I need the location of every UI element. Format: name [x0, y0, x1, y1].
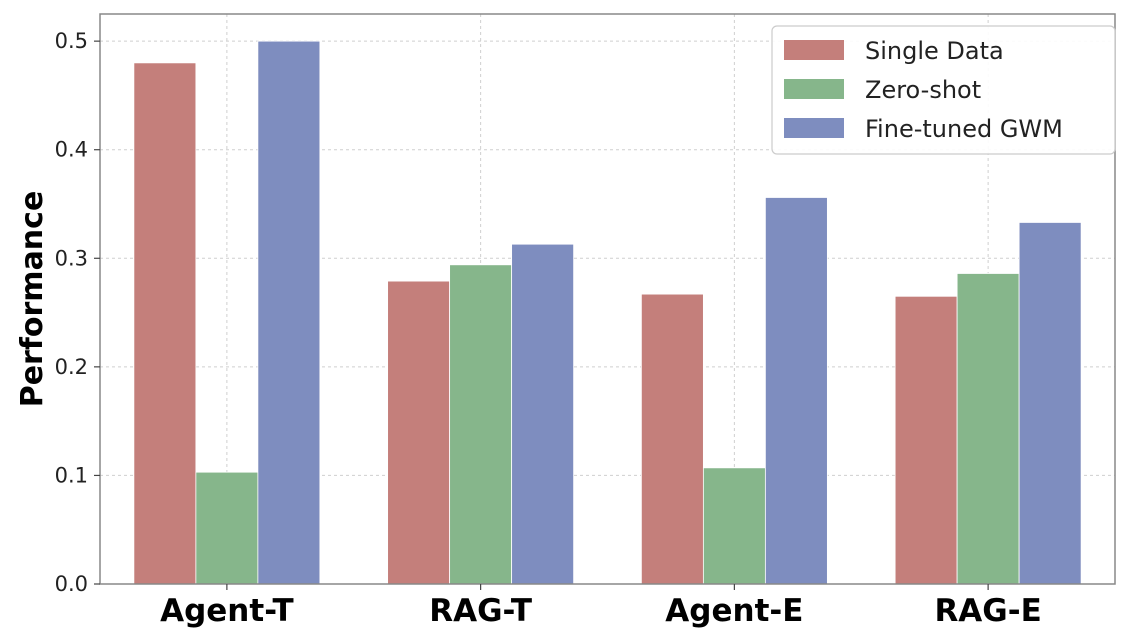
x-axis-ticks: Agent-T RAG-T Agent-E RAG-E: [160, 584, 1042, 629]
legend-label-single-data: Single Data: [865, 37, 1004, 65]
y-tick-label: 0.1: [55, 463, 88, 487]
bars: [133, 40, 1082, 585]
x-tick-label: Agent-T: [160, 593, 294, 629]
legend-swatch-fine-tuned-gwm: [784, 118, 844, 138]
bar-zero-shot-agent-t: [195, 471, 259, 585]
bar-zero-shot-rag-e: [956, 273, 1020, 585]
legend-box: [771, 25, 1116, 155]
x-tick-label: RAG-E: [934, 593, 1041, 629]
y-tick-label: 0.2: [55, 355, 88, 379]
bar-single-data-agent-e: [640, 293, 704, 585]
y-tick-label: 0.5: [55, 29, 88, 53]
y-tick-label: 0.0: [55, 572, 88, 596]
legend-label-zero-shot: Zero-shot: [865, 76, 981, 104]
legend-swatch-zero-shot: [784, 79, 844, 99]
legend: Single Data Zero-shot Fine-tuned GWM: [771, 25, 1116, 155]
y-tick-label: 0.4: [55, 138, 88, 162]
bar-single-data-rag-t: [387, 280, 451, 585]
y-axis-label: Performance: [15, 191, 50, 408]
bar-fine-tuned-gwm-rag-e: [1018, 222, 1082, 585]
x-tick-label: Agent-E: [665, 593, 803, 629]
bar-zero-shot-rag-t: [449, 264, 513, 585]
bar-single-data-rag-e: [894, 295, 958, 585]
bar-fine-tuned-gwm-agent-t: [257, 40, 321, 585]
legend-label-fine-tuned-gwm: Fine-tuned GWM: [865, 115, 1063, 143]
legend-swatch-single-data: [784, 40, 844, 60]
x-tick-label: RAG-T: [429, 593, 532, 629]
y-axis-ticks: 0.0 0.1 0.2 0.3 0.4 0.5: [55, 29, 100, 596]
plot-frame: [99, 13, 1116, 585]
bar-fine-tuned-gwm-agent-e: [764, 197, 828, 585]
bar-zero-shot-agent-e: [702, 467, 766, 585]
y-tick-label: 0.3: [55, 246, 88, 270]
bar-single-data-agent-t: [133, 62, 197, 585]
bar-fine-tuned-gwm-rag-t: [511, 243, 575, 585]
